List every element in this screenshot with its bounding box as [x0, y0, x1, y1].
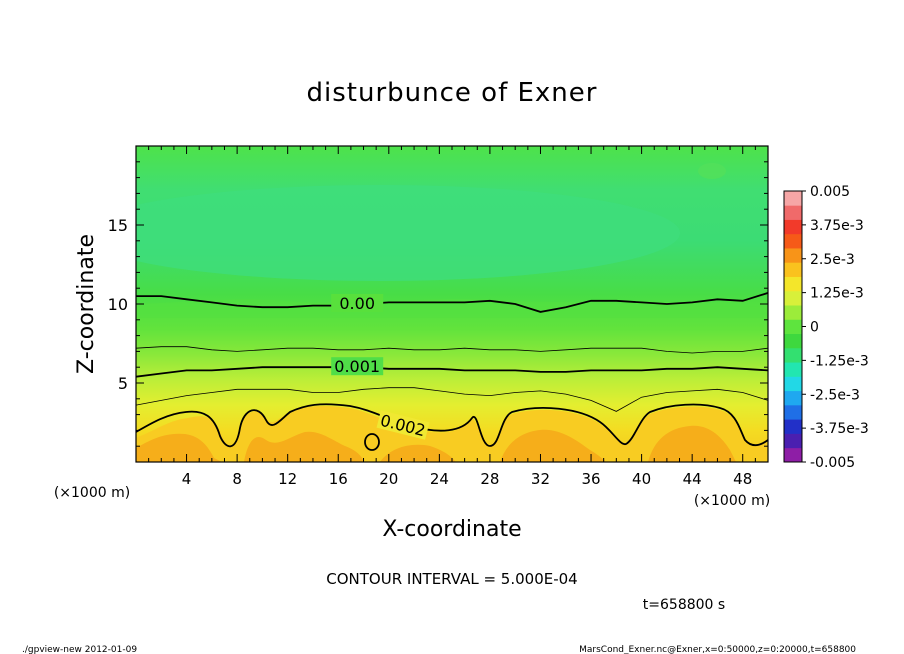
x-tick-label: 16 — [329, 470, 348, 488]
contour-lines: 0.00 0.001 — [136, 292, 768, 412]
colorbar-segment — [784, 233, 802, 249]
field-hot-region — [136, 425, 736, 462]
x-tick-label: 48 — [733, 470, 752, 488]
colorbar-segment — [784, 433, 802, 449]
colorbar-segment — [784, 419, 802, 434]
colorbar: 0.005 3.75e-3 2.5e-3 1.25e-3 0 -1.25e-3 -2.5e-… — [783, 184, 869, 471]
x-tick-label: 4 — [182, 470, 192, 488]
x-tick-label: 28 — [480, 470, 499, 488]
x-unit-label: (×1000 m) — [54, 485, 130, 501]
field-band — [136, 299, 768, 318]
colorbar-segment — [784, 319, 802, 335]
contour-line-0 — [136, 292, 768, 313]
contour-label-bg — [331, 357, 384, 376]
y-unit-label: (×1000 m) — [694, 493, 770, 509]
colorbar-segment — [784, 276, 802, 292]
field-small-cell — [698, 163, 726, 179]
colorbar-segment — [784, 347, 802, 363]
colorbar-segment — [784, 290, 802, 306]
contour-line-0.0015 — [136, 387, 768, 412]
colorbar-segment — [784, 262, 802, 277]
x-tick-label: 40 — [632, 470, 651, 488]
contour-line-0.002 — [136, 403, 768, 448]
contour-closed-0.002 — [364, 433, 380, 451]
colorbar-label: 0.005 — [810, 184, 850, 200]
x-tick-label: 20 — [379, 470, 398, 488]
x-axis: 4 8 12 16 20 24 28 32 36 40 44 48 — [148, 146, 769, 488]
contour-label-0: 0.00 — [339, 294, 375, 313]
x-tick-label: 44 — [683, 470, 702, 488]
colorbar-segment — [784, 305, 802, 320]
contour-label-0.001: 0.001 — [334, 357, 380, 376]
colorbar-segment — [784, 376, 802, 392]
colorbar-label: -1.25e-3 — [810, 353, 869, 369]
footer-source: MarsCond_Exner.nc@Exner,x=0:50000,z=0:20… — [579, 645, 856, 654]
time-label: t=658800 s — [643, 597, 725, 613]
colorbar-segment — [784, 362, 802, 377]
colorbar-label: 3.75e-3 — [810, 218, 864, 234]
y-tick-label: 15 — [108, 216, 128, 235]
footer-program: ./gpview-new 2012-01-09 — [22, 645, 137, 654]
chart-title: disturbunce of Exner — [307, 78, 598, 108]
contour-label-bg — [376, 410, 430, 440]
x-tick-label: 32 — [531, 470, 550, 488]
colorbar-label: -0.005 — [810, 455, 855, 471]
contour-line-0.0005 — [136, 346, 768, 354]
y-axis-title: Z-coordinate — [74, 234, 99, 374]
x-tick-label: 12 — [278, 470, 297, 488]
colorbar-label: -2.5e-3 — [810, 387, 860, 403]
colorbar-segment — [784, 333, 802, 349]
colorbar-segment — [784, 205, 802, 220]
contour-label-bg — [331, 294, 384, 312]
colorbar-segment — [784, 191, 802, 206]
colorbar-label: 1.25e-3 — [810, 286, 864, 302]
colorbar-label: 0 — [810, 320, 819, 336]
x-tick-label: 24 — [430, 470, 449, 488]
y-tick-label: 5 — [118, 374, 128, 393]
contour-interval-text: CONTOUR INTERVAL = 5.000E-04 — [326, 570, 577, 588]
y-axis: 5 10 15 — [108, 145, 768, 447]
colorbar-label: 2.5e-3 — [810, 252, 855, 268]
colorbar-label: -3.75e-3 — [810, 421, 869, 437]
x-tick-label: 36 — [581, 470, 600, 488]
colorbar-segment — [784, 248, 802, 263]
colorbar-segment — [784, 219, 802, 235]
colorbar-segment — [784, 447, 802, 463]
field-min-region — [136, 185, 680, 281]
x-tick-label: 8 — [232, 470, 242, 488]
colorbar-segment — [784, 390, 802, 406]
contour-line-0.001 — [136, 366, 768, 378]
y-tick-label: 10 — [108, 295, 128, 314]
colorbar-segment — [784, 404, 802, 420]
contour-field: 0.00 0.001 — [136, 146, 768, 462]
x-axis-title: X-coordinate — [382, 517, 521, 542]
